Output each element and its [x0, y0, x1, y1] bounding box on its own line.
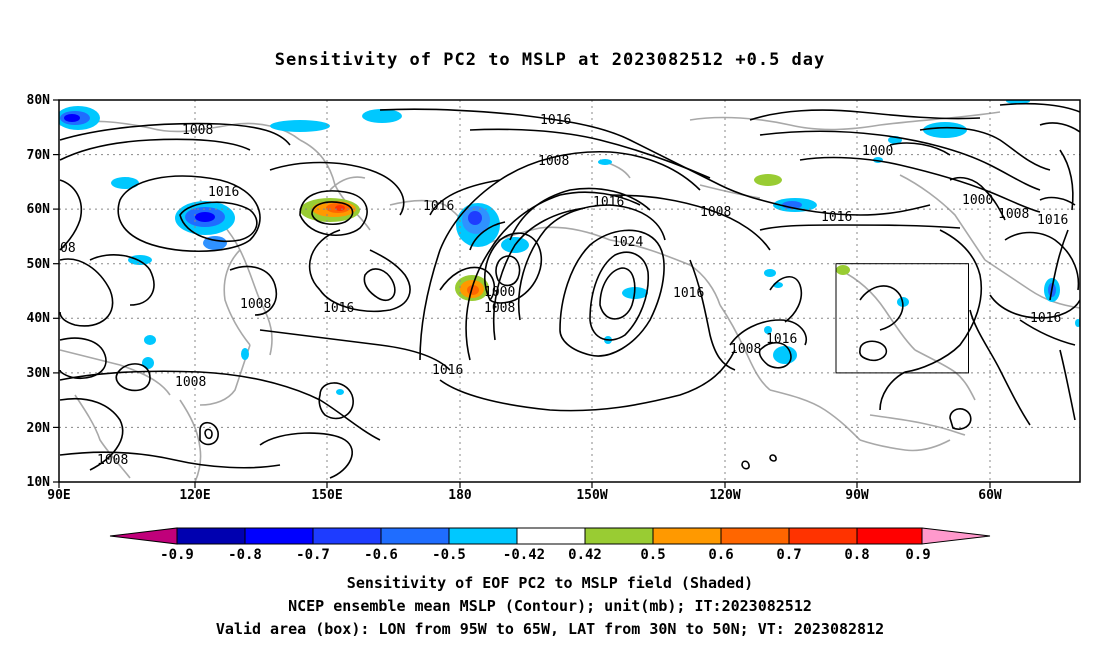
colorbar-cell — [244, 527, 314, 545]
colorbar-cell — [516, 527, 586, 545]
colorbar-label: -0.5 — [432, 547, 466, 563]
contour-label: 1016 — [766, 332, 797, 347]
mslp-contours — [59, 102, 1080, 479]
colorbar-label: 0.7 — [776, 547, 801, 563]
lat-label-20n: 20N — [27, 421, 51, 436]
colorbar-right-arrow — [921, 527, 991, 545]
lon-labels: 90E 120E 150E 180 150W 120W 90W 60W — [47, 488, 1002, 503]
contour-label: 1016 — [423, 199, 454, 214]
contour-label: 1008 — [97, 453, 128, 468]
contour-label: 1008 — [240, 297, 271, 312]
lon-label-180: 180 — [448, 488, 472, 503]
colorbar-label: -0.9 — [160, 547, 194, 563]
lon-label-150e: 150E — [311, 488, 342, 503]
lon-label-90e: 90E — [47, 488, 70, 503]
lat-label-70n: 70N — [27, 148, 51, 163]
contour-label: 1016 — [1030, 311, 1061, 326]
contour-label: 1000 — [862, 144, 893, 159]
colorbar-label: 0.8 — [844, 547, 869, 563]
contour-label: 1016 — [673, 286, 704, 301]
colorbar-left-arrow — [109, 527, 178, 545]
colorbar-cell — [312, 527, 382, 545]
lat-label-10n: 10N — [27, 475, 51, 490]
caption-contour: NCEP ensemble mean MSLP (Contour); unit(… — [288, 597, 812, 615]
lat-label-40n: 40N — [27, 311, 51, 326]
colorbar-label: -0.7 — [296, 547, 330, 563]
colorbar-cell — [856, 527, 923, 545]
colorbar-label: -0.6 — [364, 547, 398, 563]
colorbar — [109, 527, 991, 545]
map-plot-area: 1008 1016 1016 1008 08 1008 1016 1008 10… — [59, 100, 1080, 482]
contour-label: 1008 — [538, 154, 569, 169]
contour-label: 08 — [60, 241, 76, 256]
contour-label: 1000 — [962, 193, 993, 208]
contour-label: 1008 — [182, 123, 213, 138]
lon-label-60w: 60W — [978, 488, 1002, 503]
map-frame — [58, 99, 1081, 483]
colorbar-label: 0.42 — [568, 547, 602, 563]
colorbar-label: 0.6 — [708, 547, 733, 563]
lat-label-80n: 80N — [27, 93, 51, 108]
contour-label: 1016 — [593, 195, 624, 210]
lon-label-90w: 90W — [845, 488, 869, 503]
colorbar-cell — [176, 527, 246, 545]
colorbar-cell — [652, 527, 722, 545]
colorbar-cell — [584, 527, 654, 545]
contour-label: 1008 — [484, 301, 515, 316]
contour-label: 1016 — [208, 185, 239, 200]
contour-label: 1008 — [730, 342, 761, 357]
lon-label-120w: 120W — [709, 488, 740, 503]
contour-label: 1008 — [700, 205, 731, 220]
lat-label-30n: 30N — [27, 366, 51, 381]
lat-label-50n: 50N — [27, 257, 51, 272]
colorbar-cell — [720, 527, 790, 545]
contour-label: 1016 — [821, 210, 852, 225]
contour-label: 1008 — [175, 375, 206, 390]
colorbar-label: 0.9 — [905, 547, 930, 563]
contour-label: 1024 — [612, 235, 643, 250]
axis-ticks — [53, 99, 991, 488]
colorbar-label: -0.42 — [503, 547, 545, 563]
lon-label-150w: 150W — [576, 488, 607, 503]
contour-label: 1016 — [432, 363, 463, 378]
caption-valid-area: Valid area (box): LON from 95W to 65W, L… — [215, 620, 885, 638]
caption-shaded: Sensitivity of EOF PC2 to MSLP field (Sh… — [346, 574, 754, 592]
lon-label-120e: 120E — [179, 488, 210, 503]
contour-label: 1016 — [323, 301, 354, 316]
lat-label-60n: 60N — [27, 202, 51, 217]
contour-label: 1000 — [484, 285, 515, 300]
lat-labels: 80N 70N 60N 50N 40N 30N 20N 10N — [27, 93, 51, 490]
colorbar-label: -0.8 — [228, 547, 262, 563]
contour-label: 1016 — [540, 113, 571, 128]
contour-labels: 1008 1016 1016 1008 08 1008 1016 1008 10… — [60, 113, 1068, 468]
colorbar-cell — [380, 527, 450, 545]
contour-label: 1016 — [1037, 213, 1068, 228]
colorbar-labels: -0.9 -0.8 -0.7 -0.6 -0.5 -0.42 0.42 0.5 … — [160, 547, 931, 563]
colorbar-cell — [448, 527, 518, 545]
colorbar-label: 0.5 — [640, 547, 665, 563]
map-title: Sensitivity of PC2 to MSLP at 2023082512… — [274, 50, 826, 70]
contour-label: 1008 — [998, 207, 1029, 222]
valid-area-box — [835, 263, 969, 374]
colorbar-cell — [788, 527, 858, 545]
